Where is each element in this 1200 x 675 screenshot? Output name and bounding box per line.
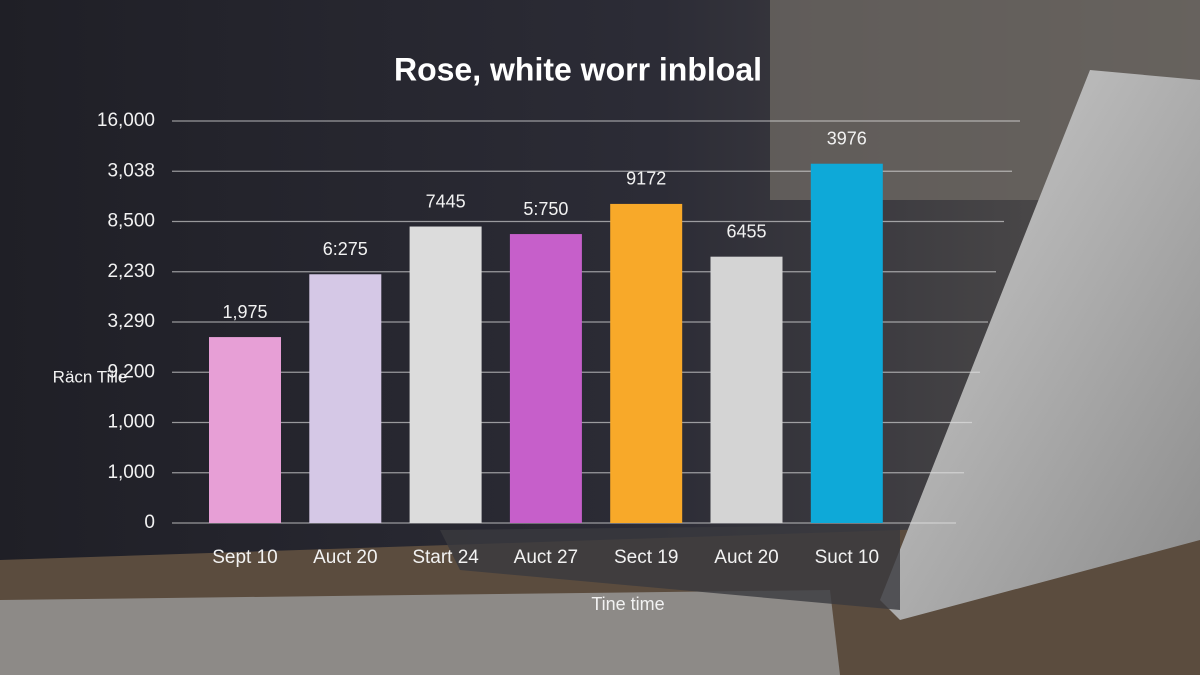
bar — [710, 256, 783, 523]
bar-annotation: 6:275 — [323, 239, 368, 259]
bar-annotation: 5:750 — [523, 199, 568, 219]
bar — [509, 234, 582, 523]
bar-annotation: 7445 — [426, 191, 466, 211]
x-tick-label: Start 24 — [412, 547, 479, 568]
bar — [309, 274, 382, 523]
bar-annotation: 3976 — [827, 128, 867, 148]
y-tick-label: 1,000 — [107, 462, 155, 483]
x-axis-label: Tine time — [591, 594, 664, 614]
y-tick-label: 1,000 — [107, 412, 155, 433]
x-tick-label: Auct 27 — [514, 547, 578, 568]
keyboard — [440, 525, 900, 610]
y-tick-label: 3,290 — [107, 311, 155, 332]
x-tick-label: Auct 20 — [714, 547, 778, 568]
notebook — [0, 590, 840, 675]
y-tick-label: 3,038 — [107, 160, 155, 181]
y-tick-label: 2,230 — [107, 261, 155, 282]
x-tick-label: Sept 10 — [212, 547, 278, 568]
bar — [409, 226, 482, 523]
y-axis-label: Räcn Tiiie — [53, 367, 128, 386]
x-tick-label: Suct 10 — [815, 547, 879, 568]
bar-annotation: 6455 — [726, 221, 766, 241]
y-tick-label: 8,500 — [107, 211, 155, 232]
bar-annotation: 1,975 — [222, 302, 267, 322]
y-tick-label: 9,200 — [107, 361, 155, 382]
x-tick-label: Sect 19 — [614, 547, 678, 568]
chart-title: Rose, white worr inbloal — [394, 51, 762, 87]
bar — [610, 203, 683, 523]
y-tick-label: 0 — [144, 512, 155, 533]
y-tick-label: 16,000 — [97, 110, 155, 131]
bar — [810, 163, 883, 523]
laptop-screen — [880, 70, 1200, 620]
bar — [209, 337, 281, 523]
bar-annotation: 9172 — [626, 169, 666, 189]
x-tick-label: Auct 20 — [313, 547, 377, 568]
